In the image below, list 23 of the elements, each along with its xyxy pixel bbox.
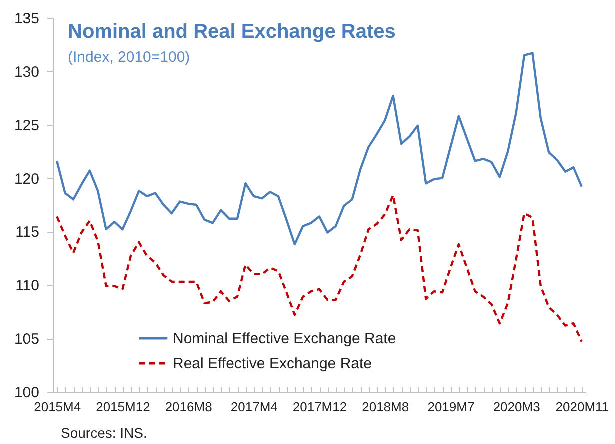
y-tick-label: 120 xyxy=(14,170,40,188)
line-series xyxy=(56,52,583,246)
y-tick-label: 130 xyxy=(14,64,40,81)
y-tick-label: 100 xyxy=(14,384,40,402)
y-tick-label: 115 xyxy=(16,224,40,242)
x-tick-label: 2017M12 xyxy=(292,400,348,414)
x-tick-label: 2020M3 xyxy=(493,400,540,414)
x-tick-label: 2020M11 xyxy=(556,400,610,414)
y-tick-label: 105 xyxy=(14,331,40,348)
y-tick-label: 110 xyxy=(16,278,40,295)
y-tick-label: 125 xyxy=(14,117,40,134)
legend-label: Real Effective Exchange Rate xyxy=(173,356,372,372)
legend-label: Nominal Effective Exchange Rate xyxy=(173,330,396,348)
x-tick-label: 2015M4 xyxy=(34,400,82,414)
y-tick-label: 135 xyxy=(14,10,40,28)
x-tick-label: 2015M12 xyxy=(96,400,150,414)
x-tick-label: 2018M8 xyxy=(362,400,410,414)
x-tick-label: 2017M4 xyxy=(230,400,278,414)
x-tick-label: 2019M7 xyxy=(428,400,475,414)
chart-title: Nominal and Real Exchange Rates xyxy=(68,21,396,43)
x-tick-label: 2016M8 xyxy=(165,400,212,414)
source-note: Sources: INS. xyxy=(61,425,148,441)
text: (Index, 2010=100) xyxy=(68,49,190,66)
